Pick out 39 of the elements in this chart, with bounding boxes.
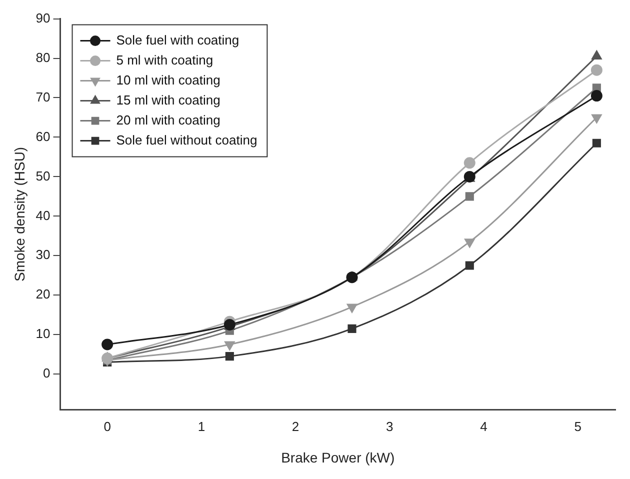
- point: [465, 192, 474, 201]
- y-tick-label: 60: [36, 128, 50, 144]
- point: [464, 157, 476, 169]
- point: [224, 341, 235, 350]
- x-tick-label: 1: [198, 418, 206, 434]
- y-tick-label: 70: [36, 89, 50, 104]
- y-tick-label: 50: [36, 168, 50, 184]
- legend-label: 10 ml with coating: [116, 72, 220, 88]
- x-tick-label: 0: [104, 418, 111, 434]
- x-tick-label: 4: [480, 418, 488, 434]
- legend-label: Sole fuel with coating: [116, 32, 240, 48]
- point: [592, 114, 602, 124]
- x-axis-title: Brake Power (kW): [281, 449, 395, 466]
- y-tick-label: 10: [36, 326, 50, 342]
- y-tick-label: 20: [36, 286, 50, 302]
- y-axis-title: Smoke density (HSU): [11, 146, 28, 282]
- y-tick-label: 0: [43, 366, 50, 381]
- legend-label: 5 ml with coating: [116, 52, 214, 68]
- y-tick-label: 90: [36, 10, 50, 26]
- point: [592, 50, 602, 60]
- point: [102, 352, 114, 364]
- y-tick-label: 30: [36, 247, 50, 262]
- y-tick-label: 40: [36, 208, 50, 223]
- point: [346, 304, 358, 313]
- point: [590, 64, 602, 76]
- x-tick-label: 2: [292, 418, 300, 434]
- legend-label: 15 ml with coating: [116, 92, 220, 108]
- point: [102, 338, 114, 350]
- legend-label: Sole fuel without coating: [116, 132, 258, 148]
- point: [590, 90, 602, 102]
- point: [348, 324, 356, 333]
- point: [592, 138, 601, 148]
- y-tick-label: 80: [36, 50, 50, 65]
- point: [225, 352, 234, 361]
- x-tick-label: 3: [386, 418, 394, 434]
- legend-label: 20 ml with coating: [116, 112, 220, 128]
- x-tick-label: 5: [574, 418, 582, 434]
- point: [464, 238, 475, 248]
- point: [465, 261, 474, 270]
